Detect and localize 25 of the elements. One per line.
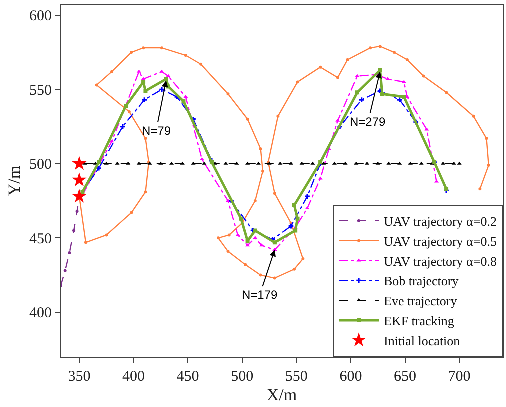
legend-label: EKF tracking xyxy=(384,314,455,329)
annotation: N=79 xyxy=(142,124,172,138)
x-axis-title: X/m xyxy=(266,385,298,404)
legend-label: Eve trajectory xyxy=(384,294,458,309)
x-tick-label: 350 xyxy=(68,369,91,385)
y-tick-label: 550 xyxy=(30,82,52,99)
x-tick-label: 550 xyxy=(285,369,308,385)
y-axis-title: Y/m xyxy=(5,166,24,196)
legend-label: UAV trajectory α=0.5 xyxy=(384,234,497,249)
legend-label: Initial location xyxy=(384,333,461,348)
y-tick-label: 500 xyxy=(30,157,52,174)
x-tick-label: 650 xyxy=(394,369,417,385)
y-tick-label: 600 xyxy=(30,8,52,25)
y-tick-label: 450 xyxy=(30,231,52,248)
x-tick-label: 400 xyxy=(122,369,146,385)
y-tick-label: 400 xyxy=(30,306,52,322)
x-tick-label: 450 xyxy=(176,369,200,385)
annotation: N=279 xyxy=(350,115,386,129)
x-tick-label: 700 xyxy=(448,369,471,385)
x-tick-label: 600 xyxy=(340,369,362,385)
annotation: N=179 xyxy=(242,288,278,302)
legend-label: UAV trajectory α=0.8 xyxy=(384,254,497,269)
legend-label: UAV trajectory α=0.2 xyxy=(384,214,497,230)
legend-label: Bob trajectory xyxy=(384,274,460,289)
x-tick-label: 500 xyxy=(231,369,254,385)
